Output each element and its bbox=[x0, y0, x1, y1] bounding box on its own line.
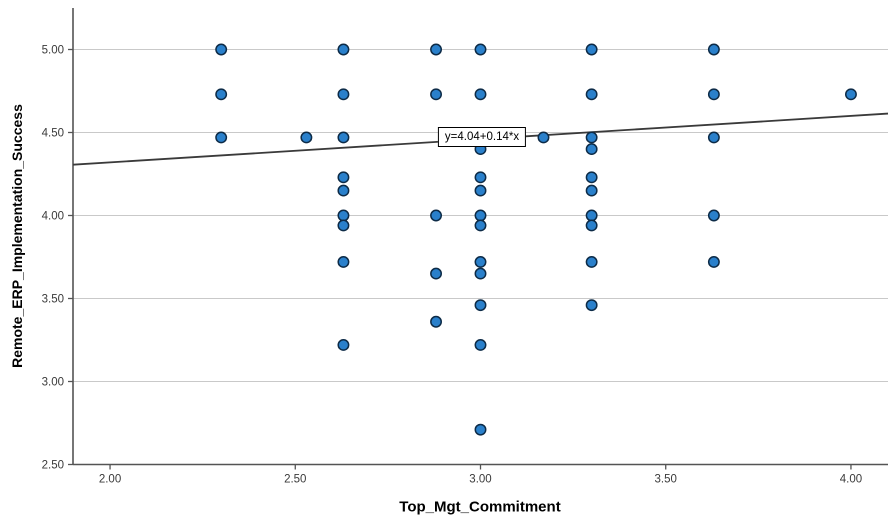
x-tick-label: 2.50 bbox=[284, 474, 306, 486]
data-point bbox=[215, 131, 228, 144]
data-point bbox=[215, 88, 228, 101]
data-point bbox=[585, 256, 598, 268]
x-tick-label: 3.50 bbox=[655, 474, 677, 486]
data-point bbox=[474, 339, 487, 351]
data-point bbox=[585, 88, 598, 101]
data-point bbox=[585, 209, 598, 222]
data-point bbox=[430, 43, 442, 56]
data-point bbox=[707, 88, 720, 101]
data-point bbox=[537, 131, 550, 144]
x-tick-label: 4.00 bbox=[840, 474, 862, 486]
data-point bbox=[337, 43, 350, 56]
y-tick-label: 3.00 bbox=[42, 377, 64, 389]
data-point bbox=[707, 209, 720, 222]
x-tick-label: 3.00 bbox=[469, 474, 491, 486]
data-point bbox=[337, 88, 350, 101]
regression-equation-label: y=4.04+0.14*x bbox=[437, 127, 527, 147]
data-point bbox=[337, 184, 350, 197]
data-point bbox=[585, 131, 598, 144]
data-point bbox=[337, 339, 350, 351]
data-point bbox=[585, 171, 598, 184]
data-point bbox=[337, 171, 350, 184]
data-point bbox=[585, 184, 598, 197]
y-tick-label: 2.50 bbox=[42, 460, 64, 472]
data-point bbox=[474, 184, 487, 197]
data-point bbox=[337, 131, 350, 144]
x-axis-title: Top_Mgt_Commitment bbox=[399, 498, 561, 516]
data-point bbox=[474, 423, 487, 436]
data-point bbox=[585, 43, 598, 56]
data-point bbox=[707, 131, 720, 144]
data-point bbox=[707, 43, 720, 56]
data-point bbox=[707, 256, 720, 268]
data-point bbox=[430, 267, 442, 280]
data-point bbox=[474, 219, 487, 232]
data-point bbox=[474, 256, 487, 268]
data-point bbox=[474, 267, 487, 280]
data-point bbox=[474, 171, 487, 184]
data-point bbox=[337, 256, 350, 268]
data-point bbox=[474, 88, 487, 101]
y-tick-label: 4.50 bbox=[42, 128, 64, 140]
y-tick-label: 5.00 bbox=[42, 45, 64, 57]
data-point bbox=[430, 209, 442, 222]
data-point bbox=[337, 219, 350, 232]
y-axis-title: Remote_ERP_Implementation_Success bbox=[9, 104, 25, 368]
data-point bbox=[300, 131, 313, 144]
data-point bbox=[474, 209, 487, 222]
data-point bbox=[585, 143, 598, 156]
y-tick-label: 3.50 bbox=[42, 294, 64, 306]
data-point bbox=[430, 88, 442, 101]
data-point bbox=[215, 43, 228, 56]
data-point bbox=[337, 209, 350, 222]
data-point bbox=[474, 299, 487, 312]
x-tick-label: 2.00 bbox=[99, 474, 121, 486]
data-point bbox=[585, 299, 598, 312]
y-tick-label: 4.00 bbox=[42, 211, 64, 223]
data-point bbox=[585, 219, 598, 232]
data-point bbox=[474, 43, 487, 56]
data-point bbox=[430, 315, 442, 328]
data-point bbox=[845, 88, 857, 101]
